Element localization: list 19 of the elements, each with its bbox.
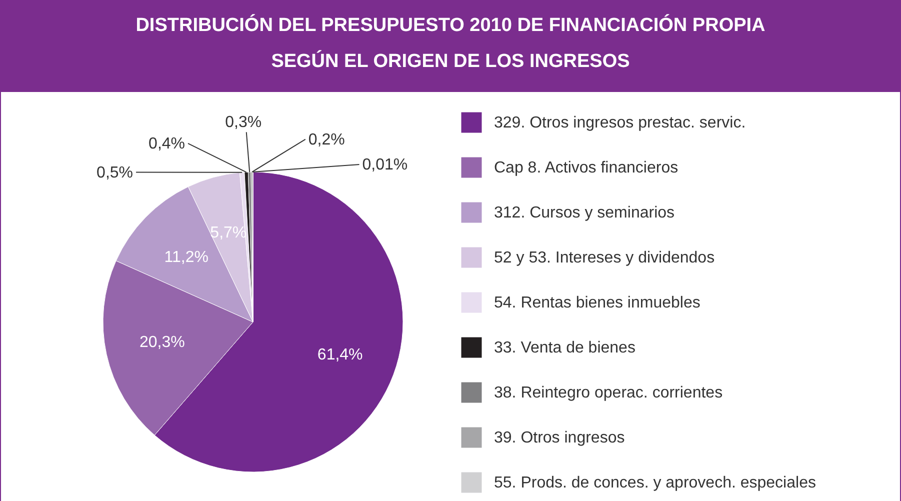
data-label: 5,7% <box>210 224 247 242</box>
chart-title: DISTRIBUCIÓN DEL PRESUPUESTO 2010 DE FINANCIACIÓN PROPIA SEGÚN EL ORIGEN DE LOS INGRESOS <box>0 0 901 92</box>
legend-label: 39. Otros ingresos <box>494 430 625 446</box>
legend-label: Cap 8. Activos financieros <box>494 160 678 176</box>
legend-label: 329. Otros ingresos prestac. servic. <box>494 114 746 132</box>
legend-label: 312. Cursos y seminarios <box>494 204 675 222</box>
legend-label: 52 y 53. Intereses y dividendos <box>494 250 715 266</box>
legend-label: 55. Prods. de conces. y aprovech. especiales <box>494 474 816 492</box>
data-label: 61,4% <box>317 346 363 364</box>
data-label: 20,3% <box>140 334 185 352</box>
legend-label: 33. Venta de bienes <box>494 340 636 356</box>
data-label: 0,3% <box>225 114 262 132</box>
legend-label: 54. Rentas bienes inmuebles <box>494 294 700 312</box>
data-label: 0,01% <box>362 156 408 174</box>
legend-label: 38. Reintegro operac. corrientes <box>494 384 723 402</box>
data-label: 0,5% <box>96 164 134 182</box>
data-label: 11,2% <box>164 249 208 266</box>
data-label: 0,4% <box>148 135 186 152</box>
data-label: 0,2% <box>308 131 345 148</box>
